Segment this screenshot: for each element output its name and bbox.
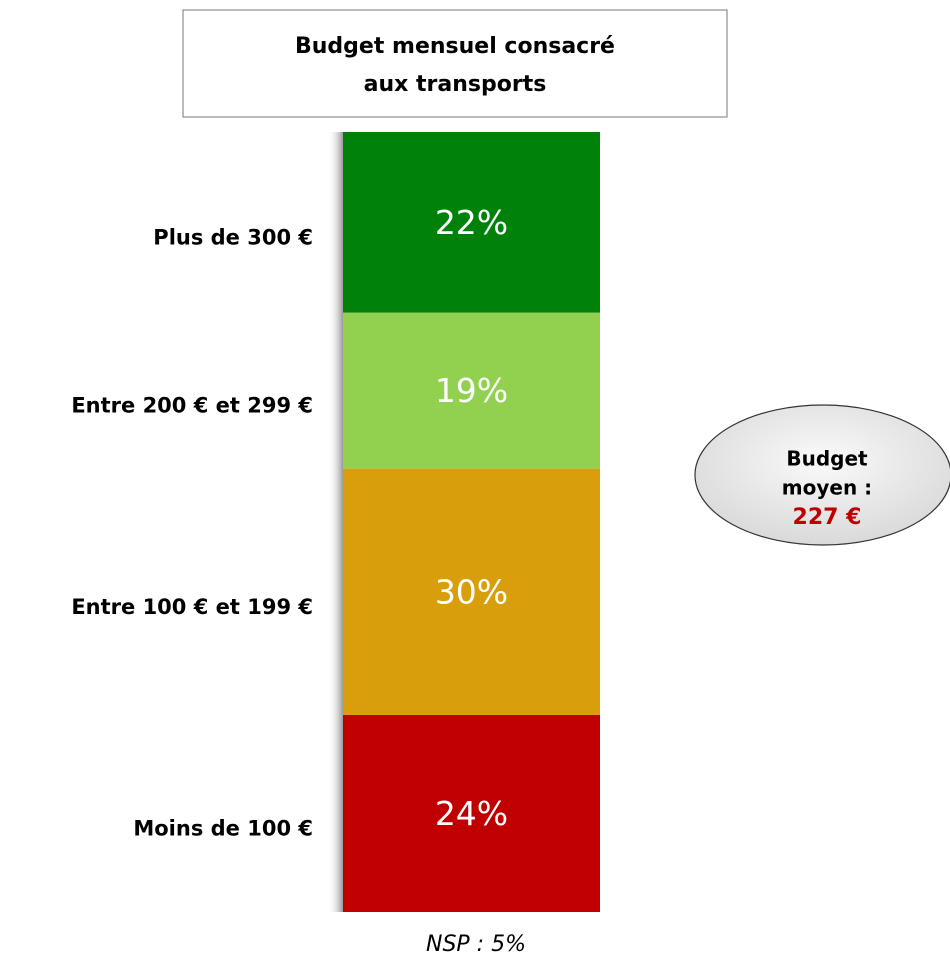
segment-label: Moins de 100 € — [133, 816, 313, 840]
title-box — [182, 9, 728, 118]
segment-label: Plus de 300 € — [153, 225, 313, 249]
callout — [694, 404, 950, 546]
callout-value: 227 € — [793, 505, 862, 530]
bar-segment — [343, 132, 600, 313]
chart-title: aux transports — [364, 72, 547, 97]
footnote: NSP : 5% — [426, 932, 526, 957]
bar-segment — [343, 468, 600, 715]
value-label: 19% — [435, 371, 508, 410]
value-label: 30% — [435, 572, 508, 611]
value-label: 24% — [435, 794, 508, 833]
segment-label: Entre 200 € et 299 € — [71, 394, 313, 418]
bar-segment — [343, 714, 600, 912]
chart-title: Budget mensuel consacré — [295, 34, 615, 59]
bar-segment — [343, 312, 600, 469]
bar-shadow — [328, 132, 343, 912]
callout-text: Budget — [786, 447, 868, 471]
callout-text: moyen : — [782, 476, 872, 500]
segment-label: Entre 100 € et 199 € — [71, 595, 313, 619]
value-label: 22% — [435, 203, 508, 242]
